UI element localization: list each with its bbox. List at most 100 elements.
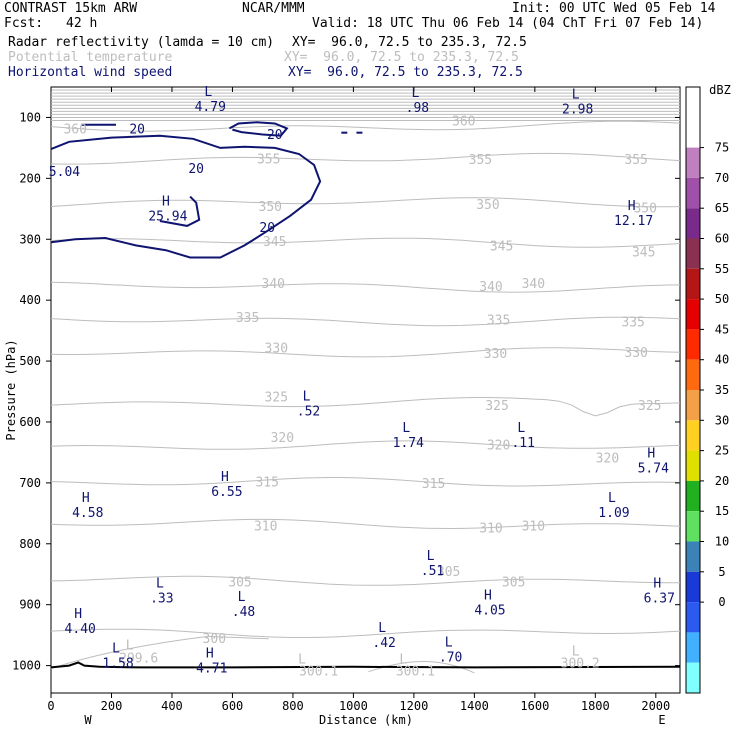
theta-extremum-marker: L bbox=[399, 652, 407, 667]
colorbar-label: 50 bbox=[715, 292, 729, 306]
theta-contour-label: 310 bbox=[522, 520, 545, 535]
wind-extremum-marker: L bbox=[156, 576, 164, 591]
y-tick-label: 800 bbox=[19, 537, 41, 551]
field-wind-xy: XY= 96.0, 72.5 to 235.3, 72.5 bbox=[288, 65, 523, 80]
center-name: NCAR/MMM bbox=[242, 1, 305, 16]
theta-contour-label: 300.1 bbox=[396, 664, 435, 679]
x-tick-label: 800 bbox=[282, 699, 304, 713]
theta-contour bbox=[50, 152, 681, 165]
colorbar-label: 25 bbox=[715, 444, 729, 458]
wind-extremum-value: 6.37 bbox=[644, 591, 675, 606]
theta-contour-label: 320 bbox=[487, 439, 510, 454]
field-reflectivity-xy: XY= 96.0, 72.5 to 235.3, 72.5 bbox=[292, 35, 527, 50]
field-wind-name: Horizontal wind speed bbox=[8, 65, 173, 80]
wind-extremum-value: .70 bbox=[439, 651, 462, 666]
y-tick-label: 400 bbox=[19, 293, 41, 307]
wind-extremum-value: .98 bbox=[406, 101, 429, 116]
x-tick-label: 1800 bbox=[581, 699, 610, 713]
theta-contour-label: 305 bbox=[437, 565, 460, 580]
colorbar-swatch bbox=[686, 450, 700, 481]
theta-contour bbox=[50, 575, 681, 586]
theta-contour-label: 330 bbox=[624, 346, 647, 361]
y-tick-label: 500 bbox=[19, 354, 41, 368]
theta-contour-label: 355 bbox=[624, 153, 647, 168]
theta-contour-label: 345 bbox=[632, 245, 655, 260]
theta-contour-label: 320 bbox=[596, 451, 619, 466]
y-tick-label: 300 bbox=[19, 232, 41, 246]
wind-extremum-marker: L bbox=[411, 86, 419, 101]
wind-extremum-value: 5.74 bbox=[638, 462, 669, 477]
colorbar-label: 70 bbox=[715, 171, 729, 185]
x-tick-label: 2000 bbox=[641, 699, 670, 713]
wind-extremum-value: .51 bbox=[421, 564, 444, 579]
wind-extremum-marker: L bbox=[204, 85, 212, 100]
theta-extremum-marker: L bbox=[572, 644, 580, 659]
wind-extremum-value: .42 bbox=[372, 636, 395, 651]
theta-contour-label: 300 bbox=[203, 632, 226, 647]
theta-contour-label: 325 bbox=[485, 399, 508, 414]
theta-contour-surface bbox=[50, 635, 269, 670]
wind-extremum-value: .48 bbox=[232, 605, 255, 620]
wind-extremum-marker: L bbox=[572, 87, 580, 102]
colorbar-swatch bbox=[686, 662, 700, 693]
wind-extremum-value: 25.94 bbox=[148, 210, 187, 225]
valid-time: Valid: 18 UTC Thu 06 Feb 14 (04 ChT Fri … bbox=[312, 16, 704, 31]
colorbar-label: 75 bbox=[715, 141, 729, 155]
wind-extremum-marker: L bbox=[238, 590, 246, 605]
x-tick-label: 1000 bbox=[339, 699, 368, 713]
theta-contour bbox=[50, 347, 681, 358]
wind-extremum-marker: H bbox=[162, 195, 170, 210]
theta-contour-label: 305 bbox=[228, 576, 251, 591]
colorbar-swatch bbox=[686, 299, 700, 330]
theta-contour-label: 335 bbox=[236, 311, 259, 326]
wind-extremum-value: 12.17 bbox=[614, 214, 653, 229]
wind-contour-label: 20 bbox=[188, 162, 204, 177]
wind-extremum-value: 4.05 bbox=[474, 604, 505, 619]
theta-contour-label: 325 bbox=[638, 399, 661, 414]
theta-extremum-marker: L bbox=[126, 638, 134, 653]
x-tick-label: 1400 bbox=[460, 699, 489, 713]
wind-extremum-value: 1.09 bbox=[598, 506, 629, 521]
wind-extremum-value: .33 bbox=[150, 591, 173, 606]
wind-extremum-marker: L bbox=[517, 421, 525, 436]
colorbar-label: 40 bbox=[715, 353, 729, 367]
y-tick-label: 1000 bbox=[12, 659, 41, 673]
theta-contour bbox=[50, 397, 681, 417]
theta-contour-label: 355 bbox=[257, 152, 280, 167]
init-time: Init: 00 UTC Wed 05 Feb 14 bbox=[512, 1, 716, 16]
wind-extremum-value: 4.40 bbox=[65, 622, 96, 637]
colorbar-unit: dBZ bbox=[709, 83, 731, 97]
terrain-line bbox=[50, 661, 681, 669]
wind-extremum-value: .11 bbox=[511, 436, 534, 451]
wind-extremum-marker: H bbox=[647, 447, 655, 462]
theta-contour bbox=[50, 440, 681, 450]
wind-extremum-value: 6.55 bbox=[211, 485, 242, 500]
theta-contour-label: 360 bbox=[63, 122, 86, 137]
wind-extremum-marker: L bbox=[112, 642, 120, 657]
colorbar-swatch bbox=[686, 177, 700, 209]
theta-contour-label: 340 bbox=[262, 277, 285, 292]
theta-contour-label: 355 bbox=[469, 153, 492, 168]
theta-contour bbox=[50, 628, 681, 638]
theta-contour-label: 340 bbox=[522, 277, 545, 292]
theta-contour bbox=[50, 281, 681, 293]
theta-contour-label: 345 bbox=[490, 239, 513, 254]
wind-extremum-marker: H bbox=[628, 199, 636, 214]
wind-extremum-value: 4.58 bbox=[72, 506, 103, 521]
theta-contour-label: 340 bbox=[479, 280, 502, 295]
x-tick-label: 200 bbox=[101, 699, 123, 713]
theta-contour-label: 360 bbox=[452, 114, 475, 129]
wind-speed-contour bbox=[50, 134, 322, 259]
theta-contour bbox=[50, 518, 681, 530]
theta-contour-label: 315 bbox=[255, 476, 278, 491]
model-title: CONTRAST 15km ARW bbox=[4, 1, 138, 16]
colorbar-label: 30 bbox=[715, 413, 729, 427]
colorbar-label: 65 bbox=[715, 201, 729, 215]
colorbar-swatch bbox=[686, 147, 700, 178]
theta-contour-label: 325 bbox=[265, 390, 288, 405]
colorbar-swatch bbox=[686, 602, 700, 633]
colorbar-label: 45 bbox=[715, 322, 729, 336]
colorbar-swatch bbox=[686, 329, 700, 360]
y-axis-title: Pressure (hPa) bbox=[4, 339, 18, 440]
x-tick-label: 1200 bbox=[399, 699, 428, 713]
